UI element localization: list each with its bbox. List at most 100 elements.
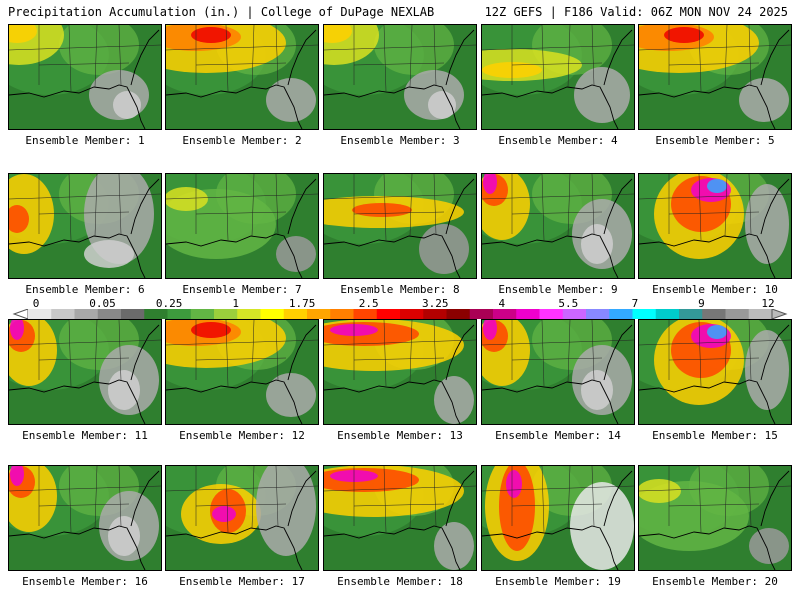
legend-swatch (748, 309, 773, 319)
precip-contour (581, 224, 613, 264)
ensemble-member-map (8, 319, 162, 425)
legend-swatch (190, 309, 215, 319)
precip-contour (324, 25, 352, 43)
precip-map (324, 466, 476, 570)
ensemble-member-map (8, 24, 162, 130)
state-borders (482, 25, 634, 92)
state-borders (482, 320, 634, 387)
valid-time: 12Z GEFS | F186 Valid: 06Z MON NOV 24 20… (484, 5, 788, 19)
legend-swatch (144, 309, 168, 319)
legend-swatch (260, 309, 285, 319)
ensemble-member-map (638, 319, 792, 425)
precip-contour (10, 320, 24, 340)
precip-map (166, 25, 318, 129)
precip-contour (9, 205, 29, 233)
legend-swatch (167, 309, 192, 319)
coastline (9, 29, 160, 129)
precip-contour (707, 325, 727, 339)
precip-map (482, 466, 634, 570)
legend-swatch (632, 309, 657, 319)
legend-label: 0.25 (155, 297, 183, 310)
member-label: Ensemble Member: 19 (495, 575, 621, 588)
precip-contour (428, 91, 456, 119)
coastline (639, 324, 790, 424)
ensemble-member-map (638, 24, 792, 130)
legend-swatch (74, 309, 99, 319)
precip-contour (483, 174, 497, 194)
precip-contour (166, 187, 208, 211)
precip-map (9, 174, 161, 278)
coastline (324, 178, 475, 278)
legend-colorbar (12, 309, 788, 319)
legend-swatch (237, 309, 261, 319)
precip-contour (10, 466, 24, 486)
ensemble-member-map (481, 319, 635, 425)
state-borders (639, 25, 791, 92)
precip-contour (434, 376, 474, 424)
coastline (639, 470, 790, 570)
state-borders (324, 466, 476, 533)
member-label: Ensemble Member: 7 (182, 283, 302, 296)
legend-swatch (28, 309, 52, 319)
precip-contour (212, 506, 236, 522)
coastline (482, 324, 633, 424)
member-label: Ensemble Member: 16 (22, 575, 148, 588)
precip-contour (574, 67, 630, 123)
legend-swatch (423, 309, 447, 319)
legend-swatch (121, 309, 145, 319)
precip-map (482, 174, 634, 278)
precip-contour (434, 522, 474, 570)
precip-contour (108, 516, 140, 556)
coastline (9, 470, 160, 570)
coastline (639, 29, 790, 129)
legend-arrow-left (12, 309, 29, 319)
coastline (324, 29, 475, 129)
precip-map (482, 320, 634, 424)
legend-swatch (283, 309, 308, 319)
precip-contour (191, 27, 231, 43)
coastline (482, 178, 633, 278)
legend-swatch (516, 309, 540, 319)
member-label: Ensemble Member: 3 (340, 134, 460, 147)
color-legend: 0 0.05 0.25 1 1.75 2.5 3.25 4 5.5 7 9 12 (8, 297, 792, 319)
ensemble-member-map (165, 319, 319, 425)
member-label: Ensemble Member: 14 (495, 429, 621, 442)
precip-contour (352, 203, 412, 217)
member-label: Ensemble Member: 12 (179, 429, 305, 442)
coastline (639, 178, 790, 278)
legend-swatch (493, 309, 517, 319)
ensemble-member-map (638, 465, 792, 571)
state-borders (639, 466, 791, 533)
coastline (324, 470, 475, 570)
state-borders (9, 466, 161, 533)
precip-contour (483, 320, 497, 340)
precip-contour (745, 330, 789, 410)
legend-label: 7 (631, 297, 639, 310)
precip-contour (191, 322, 231, 338)
legend-arrow-right (771, 309, 788, 319)
member-label: Ensemble Member: 8 (340, 283, 460, 296)
member-label: Ensemble Member: 13 (337, 429, 463, 442)
precip-contour (570, 482, 634, 570)
precip-map (324, 25, 476, 129)
coastline (166, 324, 317, 424)
precip-contour (113, 91, 141, 119)
state-borders (166, 174, 318, 241)
ensemble-member-map (638, 173, 792, 279)
state-borders (324, 174, 476, 241)
product-title: Precipitation Accumulation (in.) | Colle… (8, 5, 435, 19)
precip-contour (506, 470, 522, 498)
legend-swatch (469, 309, 494, 319)
coastline (482, 470, 633, 570)
state-borders (166, 466, 318, 533)
precip-map (9, 320, 161, 424)
legend-swatch (330, 309, 354, 319)
member-label: Ensemble Member: 1 (25, 134, 145, 147)
coastline (166, 178, 317, 278)
legend-swatch (562, 309, 587, 319)
precip-map (324, 320, 476, 424)
member-label: Ensemble Member: 4 (498, 134, 618, 147)
precip-contour (9, 25, 37, 43)
coastline (482, 29, 633, 129)
state-borders (482, 466, 634, 533)
